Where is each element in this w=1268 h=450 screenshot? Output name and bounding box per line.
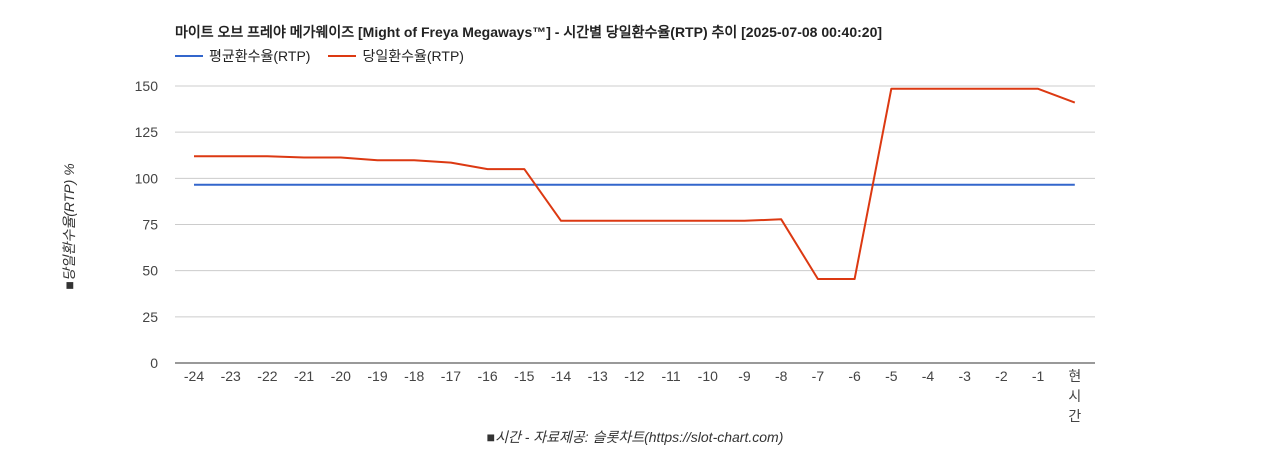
x-tick-label: -13 (588, 368, 608, 384)
y-tick-labels: 0 25 50 75 100 125 150 (135, 78, 159, 371)
x-tick-label: -9 (738, 368, 751, 384)
x-tick-label: -11 (661, 368, 680, 384)
legend-label-average: 평균환수율(RTP) (209, 48, 311, 64)
x-tick-label: -5 (885, 368, 898, 384)
x-tick-label: -16 (477, 368, 497, 384)
y-tick-label: 25 (142, 309, 158, 325)
x-tick-label: -6 (848, 368, 861, 384)
x-tick-label: -7 (812, 368, 825, 384)
x-tick-label: -14 (551, 368, 571, 384)
chart-legend: 평균환수율(RTP) 당일환수율(RTP) (175, 46, 464, 66)
y-tick-label: 50 (142, 263, 158, 279)
x-tick-label: -4 (922, 368, 935, 384)
x-tick-label: -24 (184, 368, 204, 384)
x-tick-label: -19 (367, 368, 387, 384)
y-tick-label: 125 (135, 124, 159, 140)
legend-item-average[interactable]: 평균환수율(RTP) (175, 46, 310, 66)
chart-title: 마이트 오브 프레야 메가웨이즈 [Might of Freya Megaway… (175, 24, 883, 40)
grid-layer (175, 85, 1095, 318)
x-tick-label: -2 (995, 368, 1008, 384)
series-lines (194, 87, 1076, 280)
x-tick-label: -8 (775, 368, 788, 384)
x-tick-label: -1 (1032, 368, 1045, 384)
legend-item-daily[interactable]: 당일환수율(RTP) (328, 46, 464, 66)
y-tick-label: 75 (142, 217, 158, 233)
x-tick-label: -15 (514, 368, 534, 384)
x-tick-label: -17 (441, 368, 461, 384)
y-tick-label: 0 (150, 355, 158, 371)
x-tick-label: -12 (624, 368, 644, 384)
legend-label-daily: 당일환수율(RTP) (362, 48, 464, 64)
y-tick-label: 150 (135, 78, 159, 94)
x-tick-label: -21 (294, 368, 314, 384)
x-tick-label: -18 (404, 368, 424, 384)
legend-swatch-average (175, 55, 203, 57)
x-tick-label: -3 (958, 368, 971, 384)
y-axis-title: ■당일환수율(RTP) % (61, 163, 77, 289)
y-tick-label: 100 (135, 170, 159, 186)
series-line-daily (194, 87, 1076, 280)
x-tick-labels: -24 -23 -22 -21 -20 -19 -18 -17 -16 -15 -14 -13 -12 -… (184, 368, 1081, 424)
x-axis-title: ■시간 - 자료제공: 슬롯차트(https://slot-chart.com) (487, 429, 784, 445)
x-tick-label: -22 (257, 368, 277, 384)
x-tick-label: -23 (221, 368, 241, 384)
legend-swatch-daily (328, 55, 357, 57)
x-tick-label: -20 (331, 368, 351, 384)
x-tick-label: -10 (698, 368, 718, 384)
